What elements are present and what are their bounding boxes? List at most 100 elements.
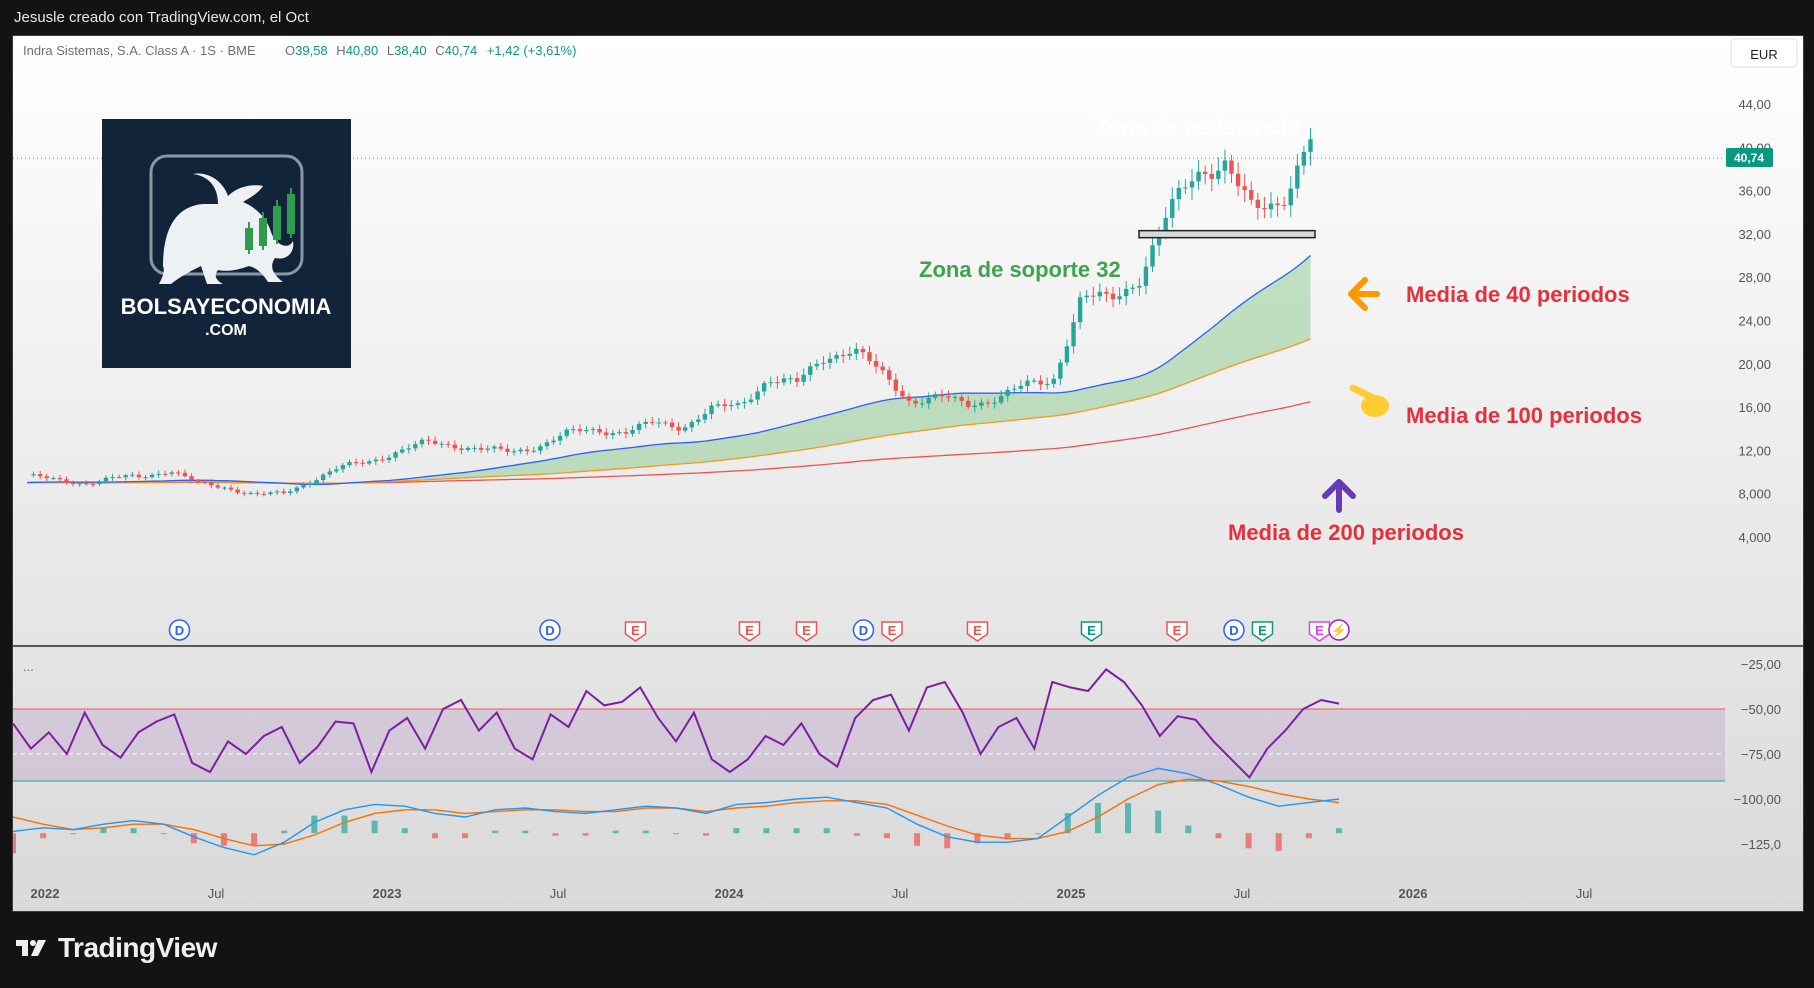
candle-body [248, 492, 253, 494]
candle-body [597, 429, 602, 433]
macd-histogram-bar [1034, 833, 1041, 835]
candle-body [775, 382, 780, 384]
earnings-icon[interactable]: E [1080, 621, 1103, 642]
dividend-icon[interactable]: D [852, 619, 875, 641]
macd-histogram-bar [883, 833, 890, 839]
arrow-up-icon [1322, 479, 1356, 513]
candle-body [426, 439, 431, 441]
candle-body [1156, 232, 1162, 246]
candle-body [1275, 203, 1280, 205]
candle-body [189, 476, 194, 481]
footer[interactable]: TradingView [14, 932, 217, 964]
candle-body [386, 457, 392, 461]
candle-body [288, 491, 293, 494]
candle-body [123, 475, 128, 478]
event-label: D [1229, 623, 1238, 638]
candle-body [867, 352, 872, 361]
candle-body [761, 383, 767, 392]
price-tick-label: 32,00 [1738, 227, 1771, 242]
earnings-icon[interactable]: E [881, 621, 903, 642]
candle-body [294, 487, 300, 492]
macd-histogram-bar [130, 828, 137, 834]
macd-histogram-bar [401, 828, 408, 834]
dividend-icon[interactable]: D [168, 619, 191, 641]
candle-body [1222, 160, 1228, 171]
candle-body [116, 477, 122, 479]
chart-canvas[interactable]: 44,0040,0036,0032,0028,0024,0020,0016,00… [13, 36, 1804, 912]
split-icon[interactable]: ⚡ [1328, 619, 1350, 641]
candle-body [367, 461, 372, 464]
earnings-icon[interactable]: E [1308, 621, 1331, 642]
candle-body [531, 450, 537, 452]
earnings-icon[interactable]: E [966, 621, 989, 642]
earnings-icon[interactable]: E [624, 621, 647, 642]
candle-body [808, 366, 813, 375]
candle-body [209, 482, 214, 486]
dividend-icon[interactable]: D [1223, 619, 1245, 641]
earnings-icon[interactable]: E [795, 621, 818, 642]
candle-body [702, 414, 708, 420]
candle-body [149, 474, 155, 478]
chart-frame[interactable]: 44,00 40,00 36,00 32,00 28,00 24,00 20,00 16,00… [12, 35, 1804, 912]
macd-line [13, 767, 1340, 856]
osc-tick-label: −125,0 [1741, 837, 1781, 852]
candle-body [998, 395, 1004, 403]
candle-body [1308, 139, 1313, 152]
time-tick-label: Jul [208, 886, 225, 901]
candle-body [827, 358, 833, 363]
macd-histogram-bar [733, 828, 740, 834]
earnings-icon[interactable]: E [1166, 621, 1188, 642]
candle-body [334, 469, 339, 472]
price-axis[interactable]: 44,0040,0036,0032,0028,0024,0020,0016,00… [1738, 97, 1771, 545]
candle-body [485, 448, 490, 450]
candle-body [446, 443, 451, 445]
candle-body [1077, 297, 1083, 323]
macd-histogram-bar [673, 833, 679, 835]
candle-body [1117, 296, 1122, 300]
candle-body [873, 360, 879, 367]
candle-body [900, 390, 905, 397]
candle-body [1163, 217, 1168, 233]
candle-body [505, 448, 510, 453]
candle-body [255, 492, 260, 494]
macd-histogram-bar [190, 833, 197, 844]
osc-tick-label: −75,00 [1741, 747, 1781, 762]
dividend-icon[interactable]: D [539, 619, 561, 641]
currency-button[interactable]: EUR [1730, 38, 1798, 68]
time-tick-label: 2022 [31, 886, 60, 901]
svg-text:40,74: 40,74 [1734, 151, 1764, 165]
ma100-annotation: Media de 100 periodos [1406, 403, 1642, 428]
price-tick-label: 44,00 [1738, 97, 1771, 112]
support-zone-box[interactable] [1138, 229, 1316, 239]
candle-body [840, 354, 846, 356]
candle-body [301, 484, 306, 488]
price-tick-label: 4,000 [1738, 530, 1771, 545]
earnings-icon[interactable]: E [738, 621, 761, 642]
earnings-icon[interactable]: E [1251, 621, 1274, 642]
candle-body [1005, 389, 1010, 396]
candle-body [926, 397, 931, 404]
candle-body [748, 399, 754, 402]
macd-histogram-bar [311, 815, 318, 834]
candle-body [511, 451, 517, 453]
candle-body [90, 483, 96, 485]
candle-body [432, 440, 438, 444]
candle-body [518, 449, 523, 452]
candle-body [307, 483, 313, 485]
candle-body [1216, 170, 1221, 179]
macd-histogram-bar [100, 828, 107, 834]
candle-body [814, 363, 820, 367]
candle-body [1091, 295, 1096, 297]
events-row[interactable]: D D E E E D E E E E D E E ⚡ [168, 619, 1350, 642]
candle-body [590, 429, 596, 431]
time-axis[interactable]: 2022 Jul 2023 Jul 2024 Jul 2025 Jul 2026 Jul [13, 886, 1804, 901]
time-tick-label: 2023 [373, 886, 402, 901]
candle-body [44, 476, 49, 479]
dividend-marker [539, 619, 561, 641]
dividend-marker [1223, 619, 1245, 641]
candle-body [1130, 287, 1135, 289]
macd-histogram-bar [974, 833, 981, 844]
oscillator-menu[interactable]: ... [23, 659, 34, 674]
candle-body [478, 447, 484, 450]
candle-body [373, 459, 379, 462]
